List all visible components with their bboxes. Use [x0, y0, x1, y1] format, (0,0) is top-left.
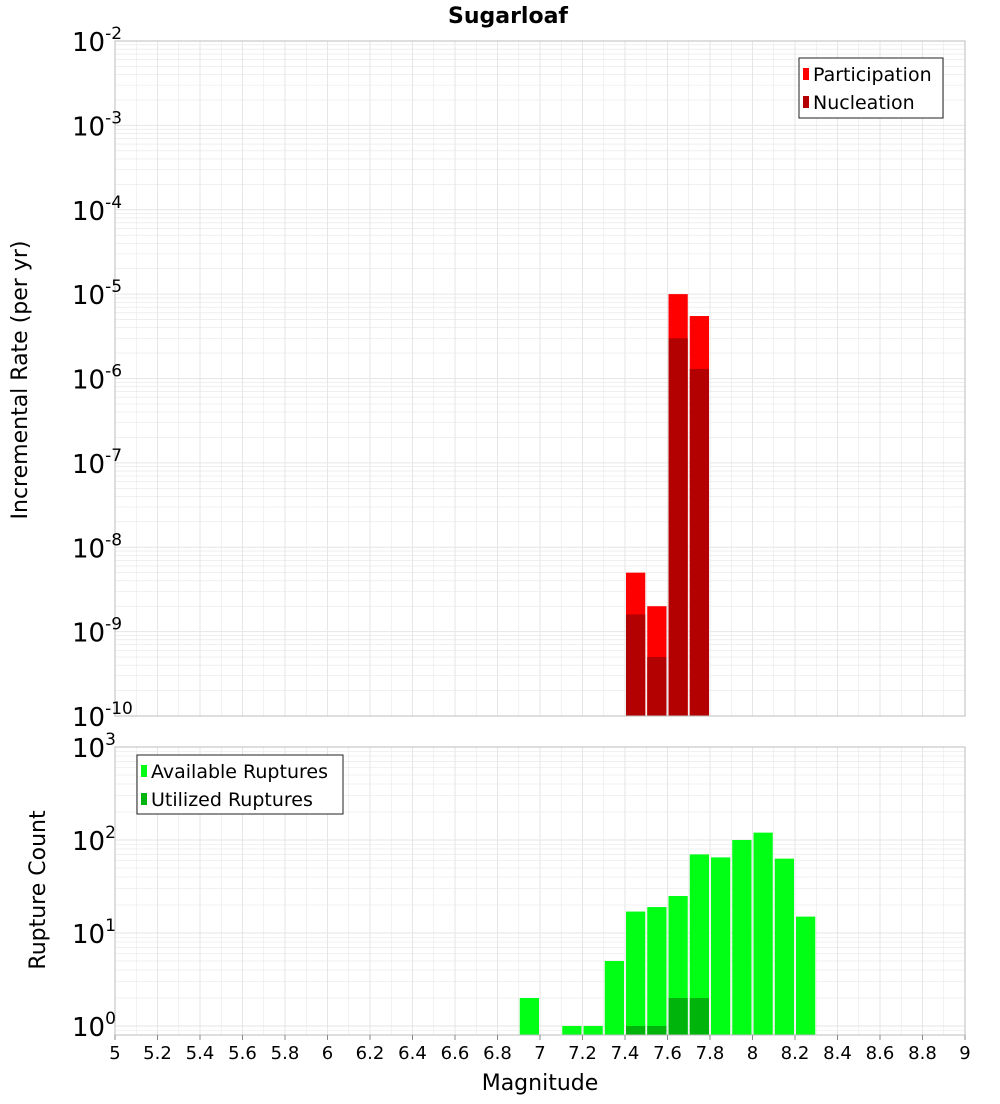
y-tick-label: 103 — [72, 730, 116, 764]
x-tick-label: 5.8 — [271, 1043, 300, 1064]
bar-available-ruptures — [519, 997, 539, 1035]
bar-available-ruptures — [689, 854, 709, 1035]
x-tick-label: 8.8 — [908, 1043, 937, 1064]
legend-box — [798, 57, 944, 119]
x-tick-label: 8.4 — [823, 1043, 852, 1064]
top-y-axis-label: Incremental Rate (per yr) — [8, 241, 33, 520]
bar-nucleation — [668, 338, 688, 716]
bar-available-ruptures — [583, 1025, 603, 1035]
x-tick-label: 6.4 — [398, 1043, 427, 1064]
bar-utilized-ruptures — [689, 997, 709, 1035]
x-tick-label: 7.4 — [611, 1043, 640, 1064]
x-tick-label: 7 — [534, 1043, 545, 1064]
legend-entry: Participation — [813, 64, 932, 86]
legend-entry: Nucleation — [813, 92, 915, 114]
bar-available-ruptures — [711, 857, 731, 1035]
x-tick-label: 9 — [959, 1043, 970, 1064]
x-tick-label: 5.4 — [186, 1043, 215, 1064]
legend-swatch — [803, 68, 809, 80]
legend-box — [136, 754, 344, 815]
x-tick-label: 6 — [322, 1043, 333, 1064]
y-tick-label: 100 — [72, 1009, 116, 1043]
x-axis-label: Magnitude — [482, 1071, 599, 1096]
bar-utilized-ruptures — [668, 997, 688, 1035]
top-plot: 10-210-310-410-510-610-710-810-910-10Par… — [72, 24, 966, 733]
legend-swatch — [803, 96, 809, 108]
bar-utilized-ruptures — [626, 1025, 646, 1035]
legend-swatch — [141, 793, 147, 805]
x-tick-label: 8.6 — [866, 1043, 895, 1064]
x-tick-label: 5.2 — [143, 1043, 172, 1064]
bottom-y-axis-label: Rupture Count — [26, 810, 51, 970]
y-tick-label: 10-10 — [72, 699, 133, 733]
bar-available-ruptures — [753, 832, 773, 1035]
bar-available-ruptures — [796, 916, 816, 1035]
bar-available-ruptures — [604, 960, 624, 1035]
x-tick-label: 6.8 — [483, 1043, 512, 1064]
x-tick-label: 7.6 — [653, 1043, 682, 1064]
bar-available-ruptures — [774, 858, 794, 1035]
bottom-plot: 103 102 101 100 Available Ruptures Utilized R… — [72, 730, 966, 1043]
plot-frame — [114, 40, 966, 717]
x-tick-label: 5 — [109, 1043, 120, 1064]
bar-nucleation — [626, 614, 646, 716]
bar-available-ruptures — [647, 907, 667, 1035]
x-tick-label: 8.2 — [781, 1043, 810, 1064]
legend-entry: Available Ruptures — [151, 761, 328, 783]
y-tick-label: 101 — [72, 916, 116, 950]
x-axis: 5 5.2 5.4 5.6 5.8 6 6.2 6.4 6.6 6.8 7 7.2 7.4 7.6 7.8 8… — [109, 1035, 971, 1064]
x-tick-label: 7.2 — [568, 1043, 597, 1064]
chart-title: Sugarloaf — [448, 4, 568, 29]
y-tick-label: 10-8 — [72, 530, 122, 564]
legend-swatch — [141, 765, 147, 777]
bar-available-ruptures — [626, 911, 646, 1035]
y-tick-label: 102 — [72, 823, 116, 857]
x-tick-label: 8 — [747, 1043, 758, 1064]
bar-utilized-ruptures — [647, 1025, 667, 1035]
x-tick-label: 7.8 — [696, 1043, 725, 1064]
bar-nucleation — [647, 657, 667, 716]
bar-available-ruptures — [562, 1025, 582, 1035]
x-tick-label: 6.2 — [356, 1043, 385, 1064]
x-tick-label: 5.6 — [228, 1043, 257, 1064]
x-tick-label: 6.6 — [441, 1043, 470, 1064]
bar-available-ruptures — [732, 839, 752, 1035]
legend-entry: Utilized Ruptures — [151, 789, 313, 811]
bar-nucleation — [689, 368, 709, 716]
